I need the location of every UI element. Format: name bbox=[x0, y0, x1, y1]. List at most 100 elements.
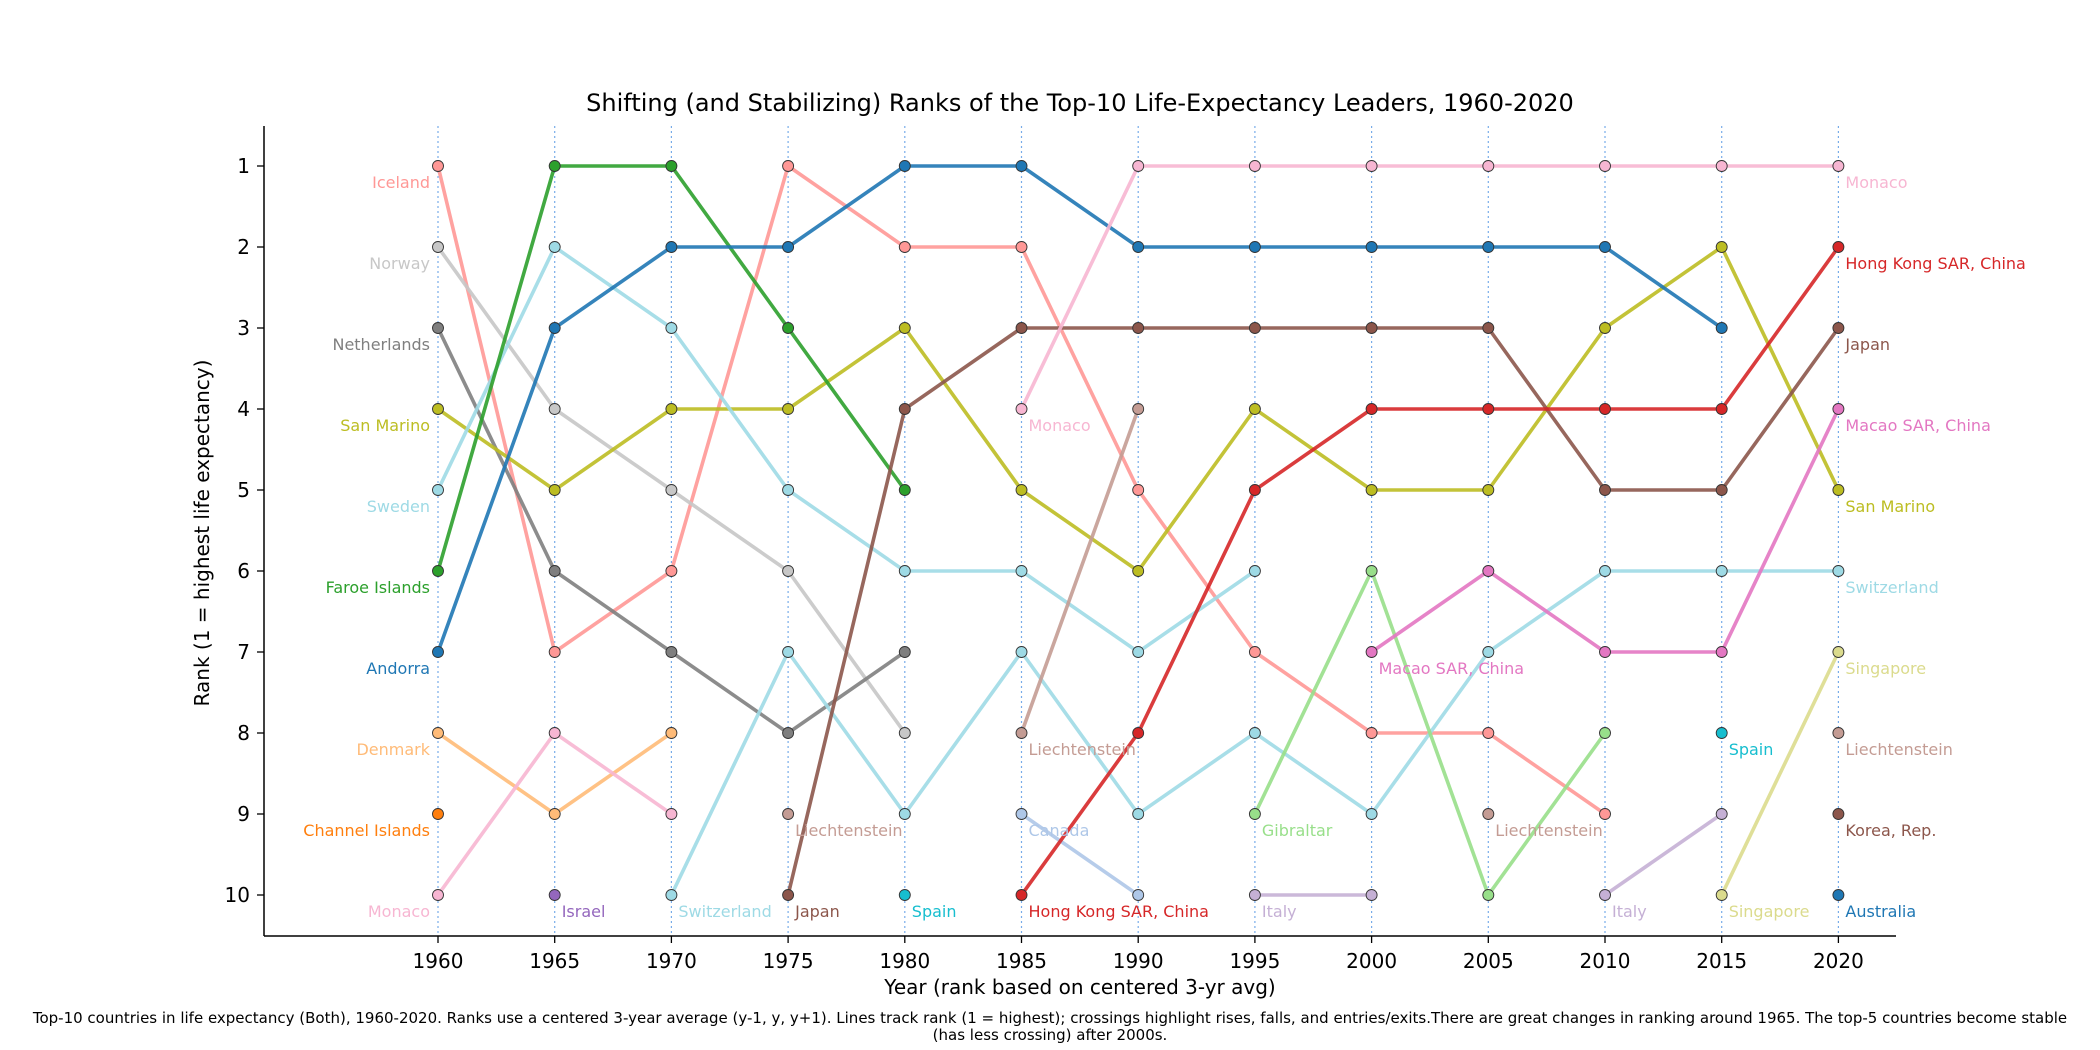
data-point-australia-2020 bbox=[1832, 889, 1845, 901]
data-point-andorra-1965 bbox=[548, 322, 561, 334]
data-point-sweden-1970 bbox=[665, 322, 678, 334]
data-point-iceland-1975 bbox=[782, 160, 795, 172]
data-point-switzerland-1980 bbox=[898, 808, 911, 820]
data-point-monaco-2015 bbox=[1715, 160, 1728, 172]
series-line-monaco-15 bbox=[1019, 164, 1841, 411]
data-point-andorra-1960 bbox=[432, 646, 444, 658]
y-tick-label-10: 10 bbox=[225, 883, 250, 907]
data-point-andorra-1995 bbox=[1248, 241, 1261, 253]
data-point-singapore-2020 bbox=[1832, 646, 1845, 658]
data-point-gibraltar-1995 bbox=[1248, 808, 1261, 820]
data-point-iceland-1965 bbox=[548, 646, 561, 658]
data-point-japan-1990 bbox=[1132, 322, 1145, 334]
data-point-sweden-1965 bbox=[548, 241, 561, 253]
data-point-monaco-2005 bbox=[1482, 160, 1495, 172]
data-point-faroe-islands-1970 bbox=[665, 160, 678, 172]
y-tick-label-2: 2 bbox=[237, 235, 250, 259]
data-point-norway-1975 bbox=[782, 565, 795, 577]
series-label-macao-sar-china-2000: Macao SAR, China bbox=[1379, 659, 1524, 678]
data-point-iceland-2010 bbox=[1599, 808, 1611, 820]
data-point-iceland-2000 bbox=[1365, 727, 1378, 739]
data-point-iceland-1980 bbox=[898, 241, 911, 253]
y-axis-label: Rank (1 = highest life expectancy) bbox=[190, 360, 214, 707]
data-point-san-marino-1985 bbox=[1015, 484, 1028, 496]
data-point-denmark-1970 bbox=[665, 727, 678, 739]
data-point-iceland-1990 bbox=[1132, 484, 1145, 496]
series-label-faroe-islands-1960: Faroe Islands bbox=[326, 578, 430, 597]
data-point-japan-2005 bbox=[1482, 322, 1495, 334]
series-line-singapore-25 bbox=[1719, 650, 1841, 897]
data-point-switzerland-1985 bbox=[1015, 646, 1028, 658]
series-line-canada-17 bbox=[1019, 812, 1140, 897]
data-point-norway-1970 bbox=[665, 484, 678, 496]
y-tick-label-7: 7 bbox=[237, 640, 250, 664]
data-point-hong-kong-sar-china-1990 bbox=[1132, 727, 1145, 739]
series-label-switzerland-2020: Switzerland bbox=[1845, 578, 1938, 597]
data-point-switzerland-2015 bbox=[1715, 565, 1728, 577]
y-tick-label-3: 3 bbox=[237, 316, 250, 340]
data-point-israel-1965 bbox=[548, 889, 561, 901]
series-label-israel-1965: Israel bbox=[562, 902, 606, 921]
data-point-hong-kong-sar-china-2010 bbox=[1599, 403, 1611, 415]
data-point-monaco-2010 bbox=[1599, 160, 1611, 172]
data-point-hong-kong-sar-china-2005 bbox=[1482, 403, 1495, 415]
data-point-netherlands-1970 bbox=[665, 646, 678, 658]
data-point-andorra-1990 bbox=[1132, 241, 1145, 253]
data-point-faroe-islands-1960 bbox=[432, 565, 444, 577]
data-point-monaco-2000 bbox=[1365, 160, 1378, 172]
data-point-andorra-1975 bbox=[782, 241, 795, 253]
data-point-japan-2020 bbox=[1832, 322, 1845, 334]
data-point-san-marino-1995 bbox=[1248, 403, 1261, 415]
axis-ticks: 1960 1965 1970 1975 1980 1985 1990 1995 2000 2005… bbox=[225, 154, 1864, 973]
y-tick-label-1: 1 bbox=[237, 154, 250, 178]
data-point-canada-1990 bbox=[1132, 889, 1145, 901]
data-point-san-marino-1970 bbox=[665, 403, 678, 415]
series-label-andorra-1960: Andorra bbox=[366, 659, 430, 678]
series-label-liechtenstein-1975: Liechtenstein bbox=[795, 821, 902, 840]
x-tick-label-2000: 2000 bbox=[1346, 949, 1397, 973]
data-point-japan-2000 bbox=[1365, 322, 1378, 334]
data-point-netherlands-1975 bbox=[782, 727, 795, 739]
series-label-singapore-2015: Singapore bbox=[1729, 902, 1810, 921]
chart-caption: Top-10 countries in life expectancy (Bot… bbox=[32, 1009, 2068, 1044]
data-point-switzerland-2005 bbox=[1482, 646, 1495, 658]
x-tick-label-1995: 1995 bbox=[1229, 949, 1280, 973]
x-tick-label-1975: 1975 bbox=[763, 949, 814, 973]
data-point-sweden-1980 bbox=[898, 565, 911, 577]
data-point-italy-1995 bbox=[1248, 889, 1261, 901]
data-point-japan-1975 bbox=[782, 889, 795, 901]
y-tick-label-8: 8 bbox=[237, 721, 250, 745]
series-label-japan-2020: Japan bbox=[1844, 335, 1890, 354]
data-point-netherlands-1960 bbox=[432, 322, 444, 334]
data-point-norway-1980 bbox=[898, 727, 911, 739]
data-point-netherlands-1980 bbox=[898, 646, 911, 658]
data-point-canada-1985 bbox=[1015, 808, 1028, 820]
data-point-netherlands-1965 bbox=[548, 565, 561, 577]
data-point-switzerland-1970 bbox=[665, 889, 678, 901]
series-labels: Iceland Norway Netherlands San Marino San Ma… bbox=[303, 173, 2026, 921]
data-point-italy-2000 bbox=[1365, 889, 1378, 901]
data-point-japan-1995 bbox=[1248, 322, 1261, 334]
data-point-san-marino-2005 bbox=[1482, 484, 1495, 496]
data-point-hong-kong-sar-china-1995 bbox=[1248, 484, 1261, 496]
data-point-liechtenstein-1990 bbox=[1132, 403, 1145, 415]
data-point-monaco-2020 bbox=[1832, 160, 1845, 172]
data-point-japan-1980 bbox=[898, 403, 911, 415]
series-label-iceland-1960: Iceland bbox=[372, 173, 430, 192]
data-point-iceland-2005 bbox=[1482, 727, 1495, 739]
data-point-san-marino-1990 bbox=[1132, 565, 1145, 577]
data-point-italy-2010 bbox=[1599, 889, 1611, 901]
series-line-japan-12 bbox=[786, 326, 1841, 897]
data-point-andorra-2015 bbox=[1715, 322, 1728, 334]
data-point-andorra-2005 bbox=[1482, 241, 1495, 253]
data-point-macao-sar-china-2000 bbox=[1365, 646, 1378, 658]
data-point-macao-sar-china-2020 bbox=[1832, 403, 1845, 415]
data-point-liechtenstein-1985 bbox=[1015, 727, 1028, 739]
data-point-sweden-1990 bbox=[1132, 646, 1145, 658]
data-point-san-marino-2020 bbox=[1832, 484, 1845, 496]
series-label-monaco-1960: Monaco bbox=[368, 902, 430, 921]
series-lines bbox=[436, 164, 1841, 897]
x-tick-label-1960: 1960 bbox=[413, 949, 464, 973]
data-point-iceland-1970 bbox=[665, 565, 678, 577]
series-label-macao-sar-china-2020: Macao SAR, China bbox=[1845, 416, 1990, 435]
